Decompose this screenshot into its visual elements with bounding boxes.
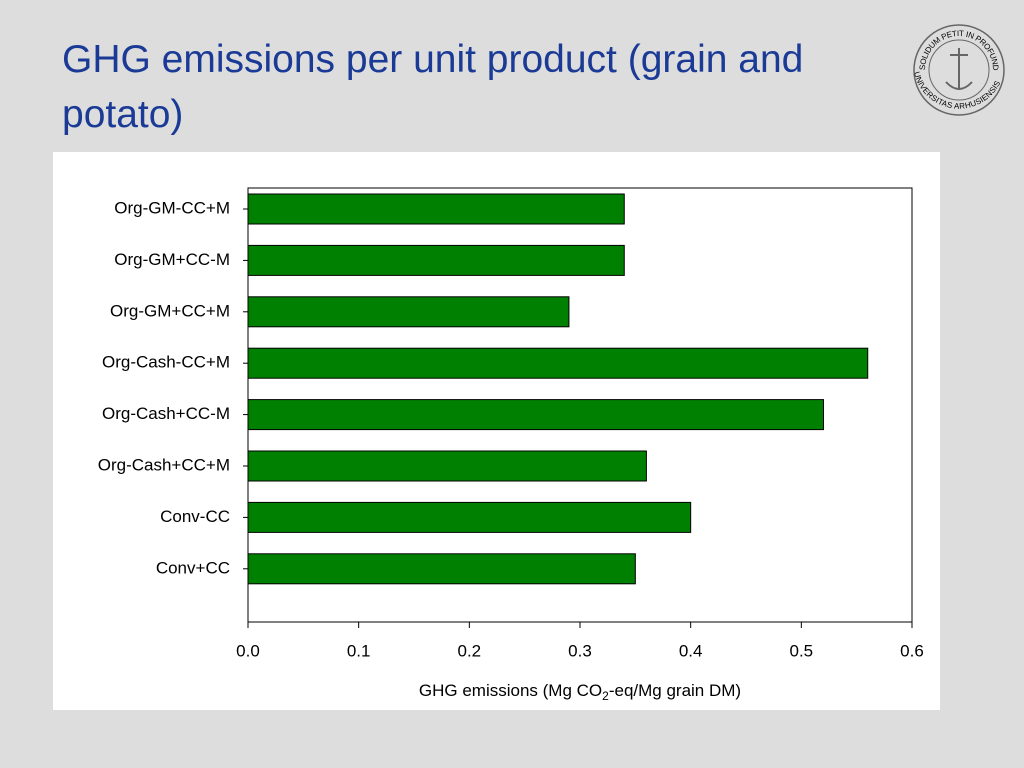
y-tick-label: Org-GM+CC+M xyxy=(110,301,230,320)
x-tick-label: 0.0 xyxy=(236,641,260,660)
y-tick-label: Org-Cash+CC-M xyxy=(102,404,230,423)
logo-inner-ring xyxy=(928,39,990,101)
logo-ring xyxy=(913,24,1005,116)
x-tick-label: 0.2 xyxy=(458,641,482,660)
bar xyxy=(247,244,625,276)
x-axis-label: GHG emissions (Mg CO2-eq/Mg grain DM) xyxy=(419,681,741,703)
logo: SOLIDUM PETIT IN PROFUNDIS UNIVERSITAS A… xyxy=(0,0,1005,116)
y-tick-label: Conv-CC xyxy=(160,507,230,526)
x-tick-label: 0.3 xyxy=(568,641,592,660)
y-tick-label: Conv+CC xyxy=(156,558,230,577)
x-tick-label: 0.1 xyxy=(347,641,371,660)
bar xyxy=(247,450,647,482)
x-axis-label-part: 2 xyxy=(602,689,609,703)
bar xyxy=(247,501,692,533)
logo-top-path: SOLIDUM PETIT IN PROFUNDIS xyxy=(0,0,1000,71)
y-tick-label: Org-Cash+CC+M xyxy=(98,455,230,474)
x-axis-label-part: GHG emissions (Mg CO xyxy=(419,681,602,700)
x-tick-label: 0.4 xyxy=(679,641,703,660)
y-tick-label: Org-GM+CC-M xyxy=(114,250,230,269)
slide-title: GHG emissions per unit product (grain an… xyxy=(62,38,804,136)
logo-anchor xyxy=(945,48,973,90)
bar xyxy=(247,296,570,328)
logo-top-text: SOLIDUM PETIT IN PROFUNDIS xyxy=(0,0,1000,71)
x-tick-label: 0.6 xyxy=(900,641,924,660)
bar xyxy=(247,399,824,431)
y-tick-label: Org-Cash-CC+M xyxy=(102,353,230,372)
bar xyxy=(247,347,869,379)
y-tick-label: Org-GM-CC+M xyxy=(114,198,230,217)
chart-area xyxy=(53,152,940,710)
x-tick-label: 0.5 xyxy=(790,641,814,660)
x-axis-label-part: -eq/Mg grain DM) xyxy=(609,681,741,700)
bar xyxy=(247,193,625,225)
bar xyxy=(247,553,636,585)
